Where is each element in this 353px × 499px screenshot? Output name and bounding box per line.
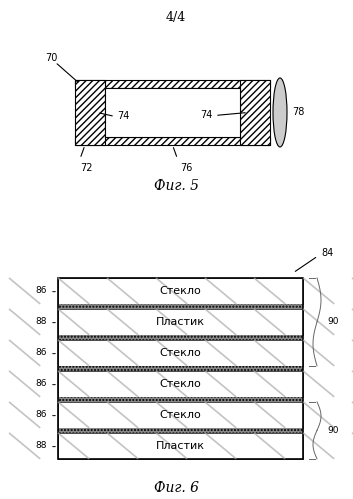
Ellipse shape <box>273 78 287 147</box>
Bar <box>75 137 270 145</box>
Text: 86: 86 <box>36 348 47 357</box>
Bar <box>58 433 303 459</box>
Bar <box>240 80 270 145</box>
Text: 78: 78 <box>292 107 304 117</box>
Bar <box>105 88 240 137</box>
Bar <box>58 428 303 433</box>
Text: 70: 70 <box>45 53 57 63</box>
Text: Стекло: Стекло <box>160 379 201 389</box>
Bar <box>58 335 303 340</box>
Text: 72: 72 <box>80 163 92 173</box>
Bar <box>58 366 303 371</box>
Bar <box>75 80 270 88</box>
Text: 90: 90 <box>327 317 339 326</box>
Bar <box>58 340 303 366</box>
Bar <box>58 304 303 309</box>
Text: 90: 90 <box>327 426 339 435</box>
Text: 76: 76 <box>180 163 193 173</box>
Text: Стекло: Стекло <box>160 286 201 296</box>
Text: Стекло: Стекло <box>160 348 201 358</box>
Text: Пластик: Пластик <box>156 317 205 327</box>
Text: 86: 86 <box>36 286 47 295</box>
Text: 74: 74 <box>117 111 130 121</box>
Text: 88: 88 <box>36 442 47 451</box>
Text: Стекло: Стекло <box>160 410 201 420</box>
Text: Пластик: Пластик <box>156 441 205 451</box>
Text: 88: 88 <box>36 317 47 326</box>
Bar <box>58 397 303 402</box>
Text: 74: 74 <box>201 110 213 120</box>
Bar <box>58 309 303 335</box>
Text: 86: 86 <box>36 410 47 419</box>
Bar <box>58 402 303 428</box>
Text: 84: 84 <box>321 248 333 258</box>
Text: 4/4: 4/4 <box>166 11 186 24</box>
Bar <box>58 371 303 397</box>
Text: Фиг. 5: Фиг. 5 <box>154 179 198 193</box>
Text: Фиг. 6: Фиг. 6 <box>154 481 198 495</box>
Bar <box>58 278 303 459</box>
Text: 86: 86 <box>36 379 47 388</box>
Bar <box>58 278 303 304</box>
Bar <box>75 80 105 145</box>
